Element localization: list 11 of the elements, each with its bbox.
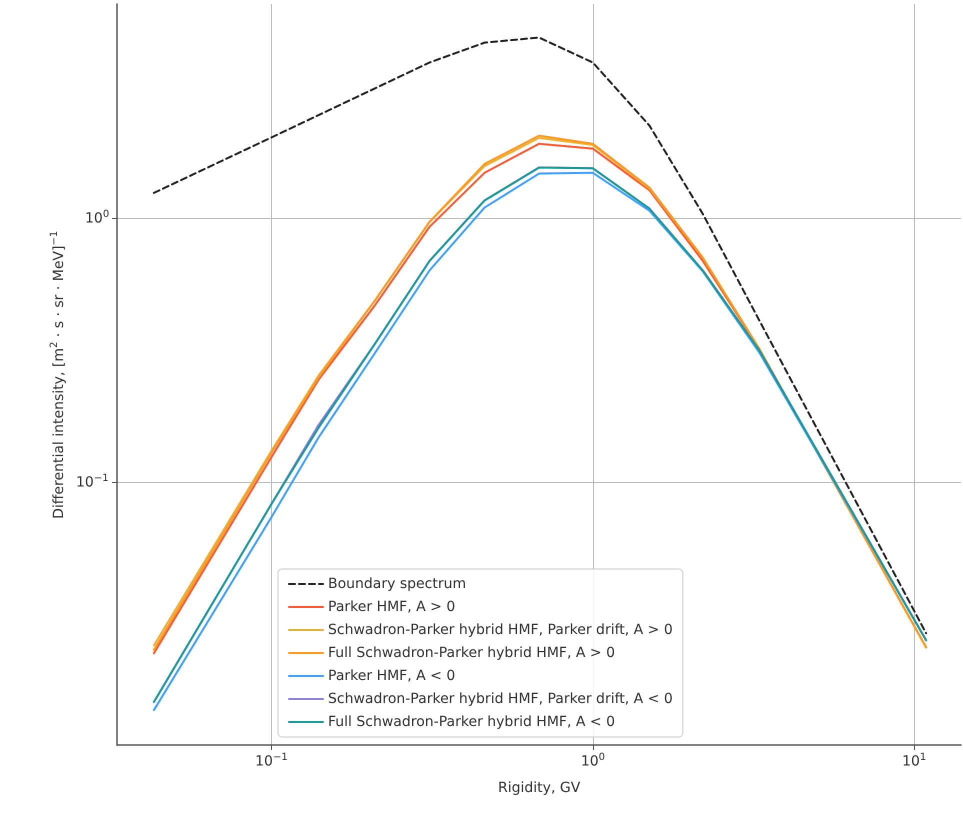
legend-label: Schwadron-Parker hybrid HMF, Parker drift, A < 0 (328, 691, 673, 707)
x-tick-label: 10$^{0}$ (580, 752, 606, 770)
x-tick-label: 10$^{1}$ (902, 752, 926, 770)
legend-label: Full Schwadron-Parker hybrid HMF, A < 0 (328, 714, 615, 730)
legend-label: Parker HMF, A > 0 (328, 599, 456, 615)
x-tick-label: 10$^{−1}$ (255, 752, 288, 770)
legend-label: Schwadron-Parker hybrid HMF, Parker drift, A > 0 (328, 622, 673, 638)
legend-label: Full Schwadron-Parker hybrid HMF, A > 0 (328, 645, 615, 661)
x-axis-title: Rigidity, GV (498, 780, 580, 796)
legend-label: Parker HMF, A < 0 (328, 668, 456, 684)
legend-label: Boundary spectrum (328, 576, 466, 592)
